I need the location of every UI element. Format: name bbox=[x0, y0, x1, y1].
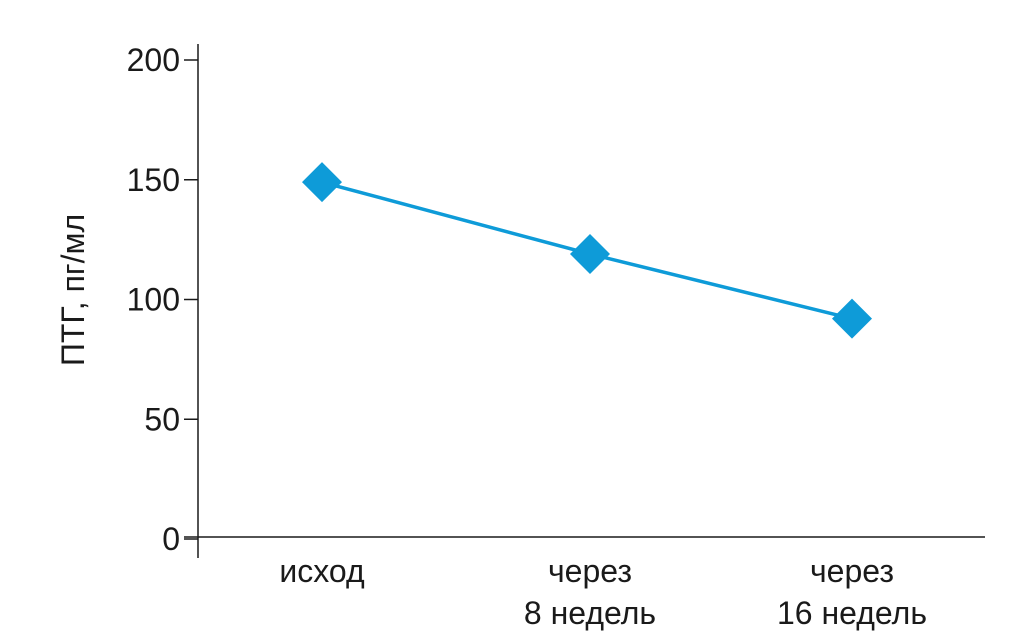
x-tick-labels: исход через 8 недель через 16 недель bbox=[279, 553, 927, 631]
series-layer bbox=[302, 162, 872, 339]
x-tick-label: через bbox=[548, 553, 632, 589]
y-tick-label: 150 bbox=[127, 162, 180, 198]
y-tick-label: 200 bbox=[127, 42, 180, 78]
x-tick-label: 8 недель bbox=[524, 595, 656, 631]
y-tick-label: 50 bbox=[144, 401, 180, 437]
y-tick-label: 100 bbox=[127, 282, 180, 318]
y-axis-title: ПТГ, пг/мл bbox=[55, 214, 91, 366]
data-point-diamond bbox=[832, 298, 872, 339]
axes bbox=[184, 44, 985, 558]
x-tick-label: через bbox=[810, 553, 894, 589]
data-point-diamond bbox=[302, 162, 342, 203]
y-ticks: 0 50 100 150 200 bbox=[127, 42, 198, 557]
x-tick-label: исход bbox=[279, 553, 365, 589]
y-tick-label: 0 bbox=[162, 521, 180, 557]
data-point-diamond bbox=[570, 233, 610, 274]
x-tick-label: 16 недель bbox=[777, 595, 927, 631]
